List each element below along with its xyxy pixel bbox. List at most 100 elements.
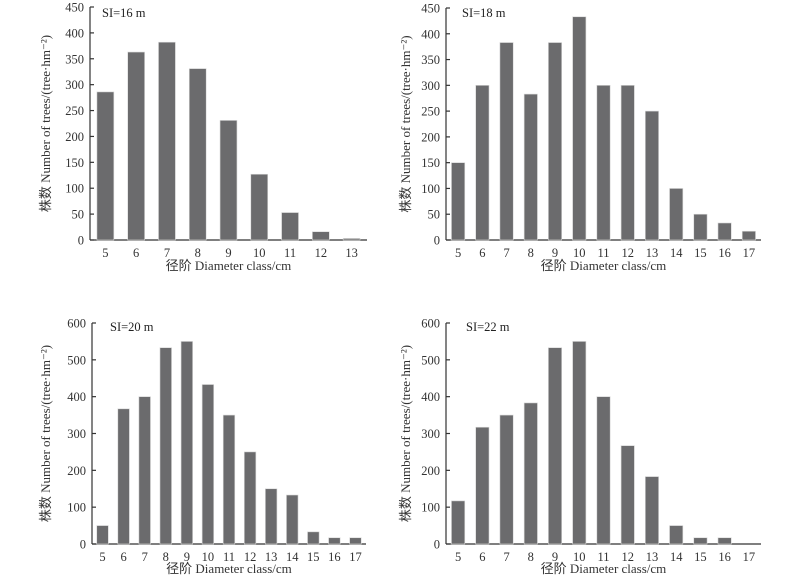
x-tick-label: 10	[573, 550, 586, 564]
panel-si-22: 0 100 200 300 400 500 600 5 6 7 8 9 10 11 12 13 14 15 16 17…	[398, 317, 761, 576]
bar-17	[741, 230, 756, 241]
y-tick-label: 0	[434, 538, 440, 552]
x-tick-label: 12	[621, 550, 634, 564]
x-tick-label: 6	[133, 246, 139, 260]
x-tick-label: 9	[552, 246, 558, 260]
x-tick-label: 8	[528, 246, 534, 260]
bar-5	[451, 500, 466, 545]
y-tick-label: 100	[67, 501, 86, 515]
x-tick-label: 13	[646, 550, 659, 564]
bar-8	[188, 68, 207, 241]
x-axis-title: 径阶 Diameter class/cm	[541, 258, 667, 273]
x-tick-label: 5	[455, 246, 461, 260]
bar-9	[180, 341, 193, 545]
bar-14	[286, 494, 299, 545]
x-tick-label: 7	[164, 246, 170, 260]
bar-8	[159, 347, 172, 545]
bar-12	[620, 85, 635, 241]
x-tick-label: 7	[503, 550, 509, 564]
bar-15	[693, 213, 708, 241]
bar-12	[620, 445, 635, 545]
y-tick-label: 300	[67, 427, 86, 441]
x-tick-label: 6	[479, 246, 485, 260]
y-tick-label: 200	[65, 130, 84, 144]
y-tick-label: 350	[65, 52, 84, 66]
x-tick-label: 5	[455, 550, 461, 564]
y-tick-label: 300	[421, 427, 440, 441]
bar-11	[596, 85, 611, 241]
x-tick-label: 17	[349, 550, 362, 564]
bar-12	[312, 231, 330, 241]
x-tick-label: 6	[120, 550, 126, 564]
y-tick-label: 200	[67, 464, 86, 478]
x-tick-label: 13	[646, 246, 659, 260]
x-tick-label: 14	[670, 246, 683, 260]
x-tick-label: 10	[202, 550, 215, 564]
bar-10	[572, 16, 587, 241]
bar-9	[548, 42, 563, 241]
x-tick-label: 11	[597, 550, 609, 564]
x-tick-label: 6	[479, 550, 485, 564]
bar-5	[96, 91, 115, 241]
y-tick-label: 400	[421, 27, 440, 41]
bar-9	[219, 120, 238, 241]
y-tick-label: 400	[65, 26, 84, 40]
x-tick-label: 10	[253, 246, 266, 260]
bar-15	[307, 531, 320, 545]
x-tick-label: 16	[328, 550, 341, 564]
panel-label: SI=20 m	[110, 320, 154, 334]
panel-si-16: 0 50 100 150 200 250 300 350 400 450 5 6 7 8 9 10 11 12 13…	[38, 1, 367, 273]
y-tick-label: 600	[421, 317, 440, 331]
bar-13	[342, 238, 361, 241]
bar-6	[475, 85, 490, 241]
bar-13	[644, 110, 659, 241]
x-tick-label: 10	[573, 246, 586, 260]
y-axis-title: 株数 Number of trees/(tree·hm⁻²)	[38, 345, 53, 522]
y-tick-label: 100	[421, 501, 440, 515]
bar-10	[572, 341, 587, 545]
panel-label: SI=18 m	[462, 6, 506, 20]
x-tick-label: 12	[244, 550, 257, 564]
x-tick-label: 17	[743, 550, 756, 564]
y-tick-label: 300	[421, 79, 440, 93]
bar-6	[117, 408, 130, 545]
x-axis-title: 径阶 Diameter class/cm	[541, 561, 667, 576]
x-tick-label: 9	[552, 550, 558, 564]
y-tick-label: 400	[67, 390, 86, 404]
bar-5	[96, 525, 109, 545]
y-tick-label: 200	[421, 464, 440, 478]
bar-8	[523, 402, 538, 545]
bar-10	[201, 384, 215, 545]
bar-7	[138, 396, 151, 545]
y-tick-label: 450	[421, 2, 440, 16]
bar-15	[693, 537, 708, 545]
bar-7	[499, 42, 514, 241]
x-tick-label: 7	[142, 550, 148, 564]
x-tick-label: 8	[163, 550, 169, 564]
x-tick-label: 15	[307, 550, 320, 564]
bar-16	[328, 537, 341, 545]
y-tick-label: 600	[67, 317, 86, 331]
y-axis-title: 株数 Number of trees/(tree·hm⁻²)	[398, 35, 413, 212]
y-tick-label: 50	[428, 208, 441, 222]
panel-label: SI=16 m	[102, 6, 146, 20]
y-tick-label: 400	[421, 390, 440, 404]
y-tick-label: 50	[72, 208, 85, 222]
bar-10	[250, 173, 269, 241]
x-tick-label: 16	[718, 246, 731, 260]
x-tick-label: 5	[99, 550, 105, 564]
y-tick-label: 150	[421, 156, 440, 170]
x-tick-label: 14	[670, 550, 683, 564]
y-axis-title: 株数 Number of trees/(tree·hm⁻²)	[398, 345, 413, 522]
x-tick-label: 15	[694, 246, 707, 260]
y-tick-label: 500	[421, 353, 440, 367]
x-tick-label: 14	[286, 550, 299, 564]
y-tick-label: 200	[421, 130, 440, 144]
bar-14	[669, 525, 684, 545]
bar-7	[499, 414, 514, 545]
x-tick-label: 16	[718, 550, 731, 564]
x-axis-title: 径阶 Diameter class/cm	[166, 561, 292, 576]
x-tick-label: 12	[621, 246, 634, 260]
bar-11	[596, 396, 611, 545]
